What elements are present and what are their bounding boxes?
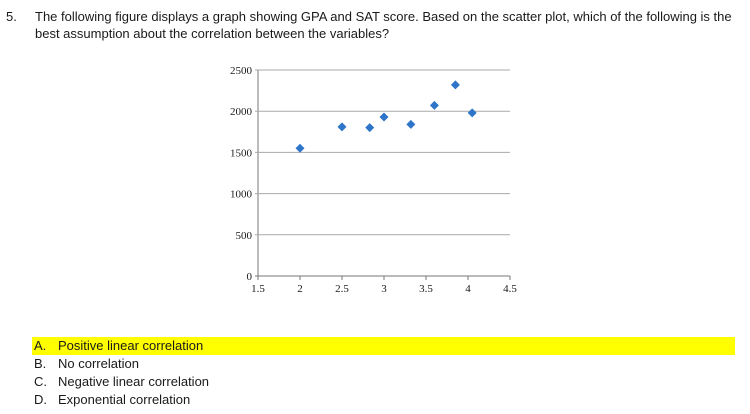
y-tick-label: 2500: [230, 65, 253, 77]
option-d-letter: D.: [34, 392, 47, 407]
x-tick-label: 1.5: [251, 283, 265, 295]
data-point-diamond: [450, 80, 460, 90]
option-c[interactable]: C. Negative linear correlation: [34, 373, 209, 391]
question-text: The following figure displays a graph sh…: [35, 9, 732, 41]
chart-grid: [255, 69, 510, 277]
y-tick-label: 500: [236, 230, 253, 242]
data-point-diamond: [379, 112, 389, 122]
option-b-letter: B.: [34, 356, 47, 371]
x-tick-label: 4: [465, 283, 471, 295]
data-point-diamond: [295, 143, 305, 153]
option-a-text: Positive linear correlation: [58, 338, 204, 353]
data-point-diamond: [429, 100, 439, 110]
option-d-text: Exponential correlation: [58, 392, 191, 407]
option-a[interactable]: A. Positive linear correlation: [32, 337, 735, 355]
x-tick-label: 3: [381, 283, 387, 295]
x-tick-label: 2.5: [335, 283, 349, 295]
question-number: 5.: [6, 9, 17, 24]
data-point-diamond: [467, 108, 477, 118]
x-axis-ticks: 1.5 2 2.5 3 3.5 4 4.5: [251, 276, 517, 295]
data-point-diamond: [365, 123, 375, 133]
x-tick-label: 3.5: [419, 283, 433, 295]
option-b[interactable]: B. No correlation: [34, 355, 139, 373]
option-a-letter: A.: [34, 338, 47, 353]
data-points: [295, 80, 477, 153]
y-tick-label: 2000: [230, 106, 253, 118]
y-axis-ticks: 0 500 1000 1500 2000 2500: [230, 65, 253, 283]
y-tick-label: 1000: [230, 189, 253, 201]
data-point-diamond: [406, 119, 416, 129]
x-tick-label: 4.5: [503, 283, 517, 295]
data-point-diamond: [337, 122, 347, 132]
option-d[interactable]: D. Exponential correlation: [34, 391, 190, 409]
option-b-text: No correlation: [58, 356, 139, 371]
y-tick-label: 0: [247, 271, 253, 283]
y-tick-label: 1500: [230, 147, 253, 159]
x-tick-label: 2: [297, 283, 303, 295]
option-c-text: Negative linear correlation: [58, 374, 210, 389]
option-c-letter: C.: [34, 374, 47, 389]
